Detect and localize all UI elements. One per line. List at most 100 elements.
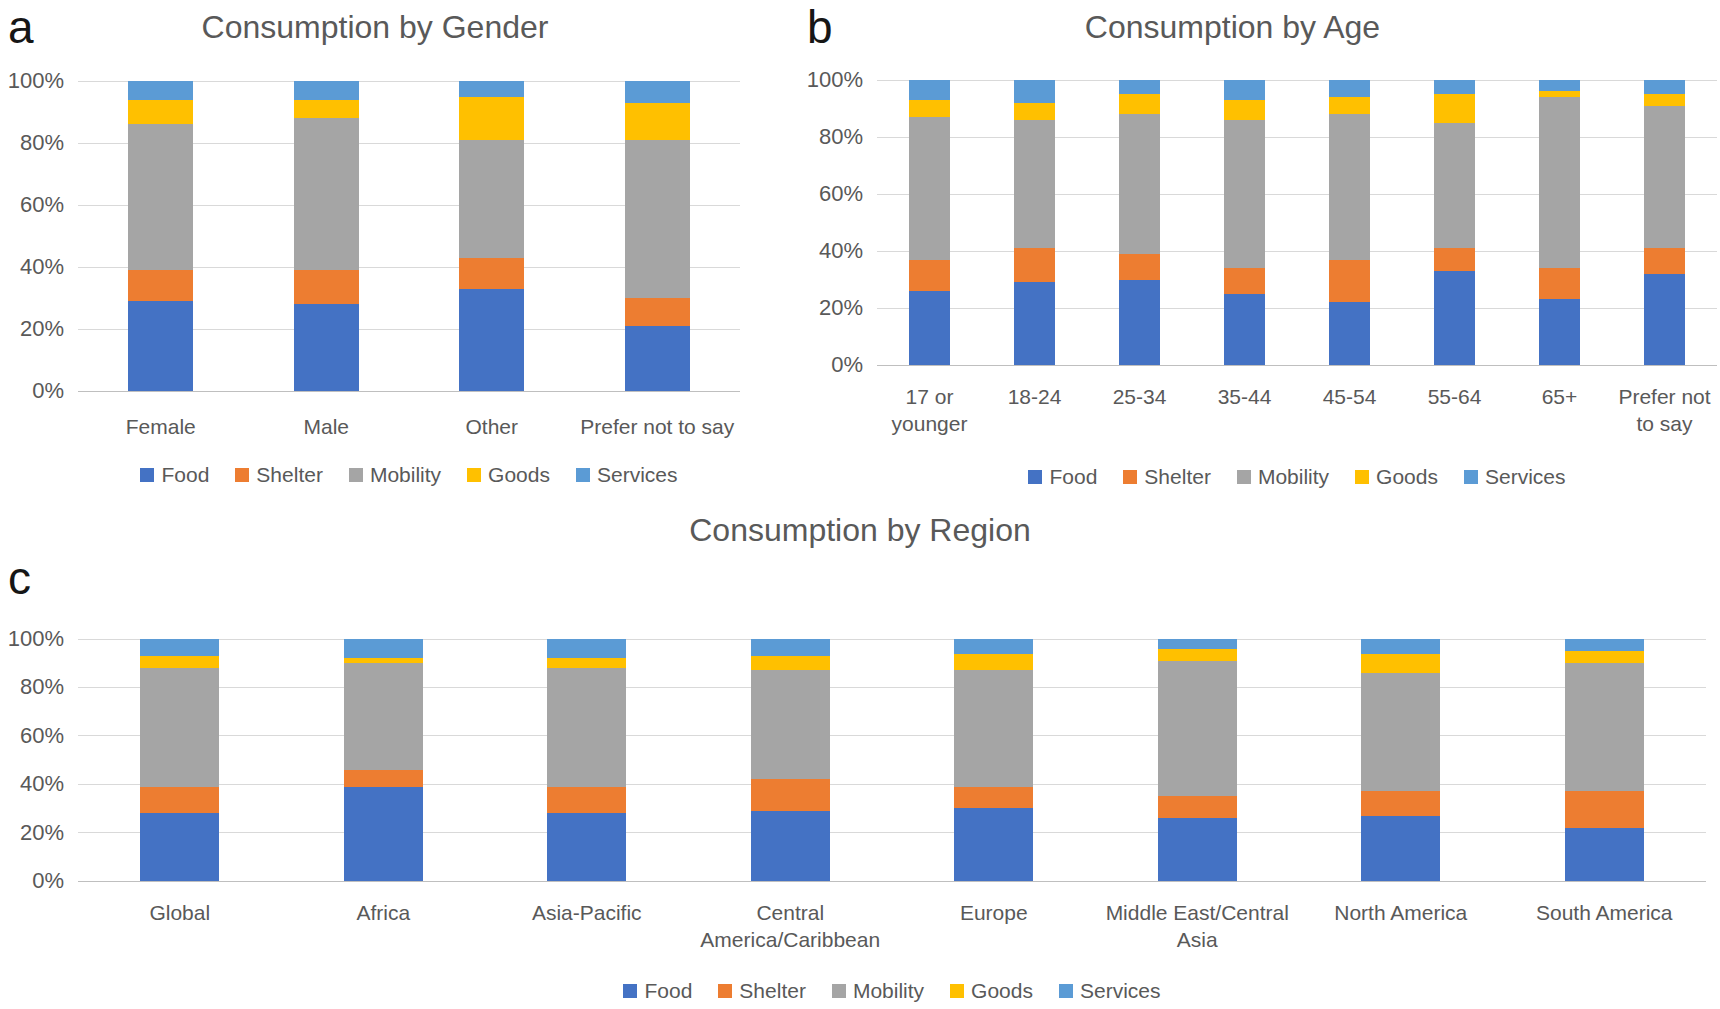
legend-item-services: Services (1059, 979, 1161, 1003)
stacked-bar-north-america (1361, 639, 1440, 881)
legend-swatch-services (576, 468, 590, 482)
panel-region: c Consumption by Region 0%20%40%60%80%10… (0, 505, 1720, 1009)
stacked-bar-prefer-not-to-say (625, 81, 690, 391)
bar-segment-mobility (128, 124, 193, 270)
stacked-bar-65+ (1539, 80, 1580, 365)
bars-row (78, 81, 740, 391)
legend-item-goods: Goods (950, 979, 1033, 1003)
category-slot (1299, 639, 1503, 881)
legend-item-food: Food (623, 979, 692, 1003)
y-tick-label: 0% (831, 354, 863, 376)
legend-item-services: Services (576, 463, 678, 487)
y-tick-label: 60% (20, 194, 64, 216)
category-slot (282, 639, 486, 881)
category-slot (1507, 80, 1612, 365)
stacked-bar-south-america (1565, 639, 1644, 881)
y-axis: 0%20%40%60%80%100% (745, 80, 877, 365)
legend-swatch-services (1059, 984, 1073, 998)
bar-segment-services (1644, 80, 1685, 94)
stacked-bar-europe (954, 639, 1033, 881)
y-tick-label: 80% (819, 126, 863, 148)
bar-segment-services (128, 81, 193, 100)
bar-segment-services (1539, 80, 1580, 91)
bar-segment-services (1014, 80, 1055, 103)
bar-segment-food (1014, 282, 1055, 365)
bar-segment-food (909, 291, 950, 365)
bar-segment-services (140, 639, 219, 656)
y-axis: 0%20%40%60%80%100% (0, 81, 78, 391)
legend-item-mobility: Mobility (832, 979, 924, 1003)
x-axis-labels: FemaleMaleOtherPrefer not to say (78, 413, 740, 440)
y-tick-label: 100% (8, 70, 64, 92)
bar-segment-food (128, 301, 193, 391)
bar-segment-mobility (954, 670, 1033, 786)
legend-label: Shelter (739, 979, 806, 1003)
legend-swatch-food (1028, 470, 1042, 484)
bar-segment-shelter (128, 270, 193, 301)
plot-area (877, 80, 1717, 365)
bar-segment-food (1224, 294, 1265, 365)
legend-label: Mobility (370, 463, 441, 487)
stacked-bar-asia-pacific (547, 639, 626, 881)
bar-segment-goods (1224, 100, 1265, 120)
bar-segment-food (954, 808, 1033, 881)
bar-segment-mobility (459, 140, 524, 258)
bar-segment-services (909, 80, 950, 100)
y-tick-label: 20% (20, 318, 64, 340)
bar-segment-goods (1119, 94, 1160, 114)
legend-swatch-shelter (1123, 470, 1137, 484)
bar-segment-services (1224, 80, 1265, 100)
bar-segment-food (1644, 274, 1685, 365)
category-slot (1096, 639, 1300, 881)
bar-segment-services (1329, 80, 1370, 97)
x-axis-label: 18-24 (982, 383, 1087, 438)
bar-segment-food (1329, 302, 1370, 365)
legend-item-food: Food (140, 463, 209, 487)
bar-segment-shelter (1329, 260, 1370, 303)
legend-label: Food (1049, 465, 1097, 489)
stacked-bar-35-44 (1224, 80, 1265, 365)
x-axis-label: Female (78, 413, 244, 440)
bar-segment-services (1158, 639, 1237, 649)
bar-segment-shelter (1644, 248, 1685, 274)
legend-label: Services (1080, 979, 1161, 1003)
legend-swatch-goods (950, 984, 964, 998)
stacked-bar-africa (344, 639, 423, 881)
x-axis-label: 25-34 (1087, 383, 1192, 438)
legend-item-mobility: Mobility (349, 463, 441, 487)
bar-segment-mobility (1539, 97, 1580, 268)
y-tick-label: 40% (20, 256, 64, 278)
legend-label: Food (644, 979, 692, 1003)
bar-segment-shelter (1361, 791, 1440, 815)
bar-segment-goods (751, 656, 830, 671)
legend-swatch-goods (1355, 470, 1369, 484)
y-tick-label: 60% (20, 725, 64, 747)
bar-segment-mobility (625, 140, 690, 298)
legend-swatch-mobility (1237, 470, 1251, 484)
bar-segment-mobility (1565, 663, 1644, 791)
bar-segment-food (547, 813, 626, 881)
category-slot (1402, 80, 1507, 365)
category-slot (877, 80, 982, 365)
bar-segment-shelter (1539, 268, 1580, 299)
stacked-bar-central-america/caribbean (751, 639, 830, 881)
legend-swatch-food (623, 984, 637, 998)
bar-segment-shelter (625, 298, 690, 326)
legend-label: Goods (488, 463, 550, 487)
panel-age: b Consumption by Age 0%20%40%60%80%100%1… (745, 0, 1720, 505)
x-axis-label: North America (1299, 899, 1503, 954)
bar-segment-food (344, 787, 423, 881)
legend-item-services: Services (1464, 465, 1566, 489)
x-axis-label: Africa (282, 899, 486, 954)
bar-segment-goods (1329, 97, 1370, 114)
stacked-bar-18-24 (1014, 80, 1055, 365)
bar-segment-shelter (954, 787, 1033, 809)
bars-row (877, 80, 1717, 365)
stacked-bar-45-54 (1329, 80, 1370, 365)
bar-segment-goods (954, 654, 1033, 671)
category-slot (1503, 639, 1707, 881)
legend-label: Mobility (853, 979, 924, 1003)
stacked-bar-prefer-not-to-say (1644, 80, 1685, 365)
bar-segment-mobility (1119, 114, 1160, 254)
x-axis-label: 35-44 (1192, 383, 1297, 438)
